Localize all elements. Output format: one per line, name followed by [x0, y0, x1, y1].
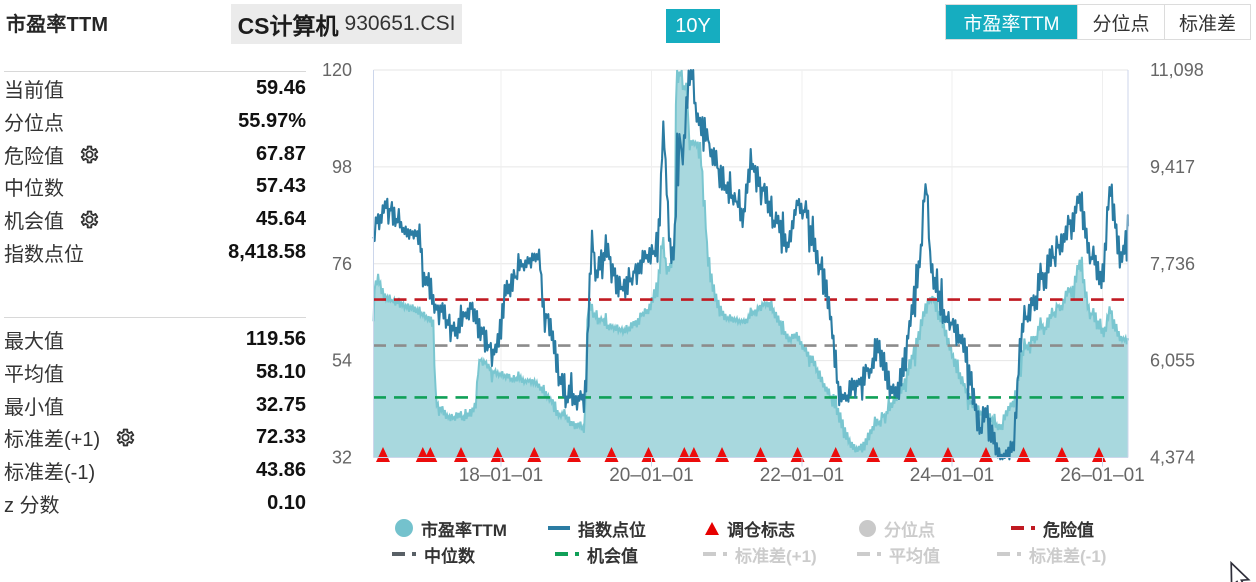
svg-text:32: 32 [332, 448, 352, 468]
svg-text:24–01–01: 24–01–01 [910, 465, 995, 486]
svg-text:4,374: 4,374 [1150, 448, 1195, 468]
svg-text:9,417: 9,417 [1150, 157, 1195, 177]
svg-text:76: 76 [332, 254, 352, 274]
svg-text:20–01–01: 20–01–01 [609, 465, 694, 486]
svg-text:7,736: 7,736 [1150, 254, 1195, 274]
svg-text:6,055: 6,055 [1150, 351, 1195, 371]
svg-text:22–01–01: 22–01–01 [760, 465, 845, 486]
svg-text:98: 98 [332, 157, 352, 177]
svg-text:26–01–01: 26–01–01 [1060, 465, 1145, 486]
svg-text:11,098: 11,098 [1150, 60, 1204, 80]
svg-text:18–01–01: 18–01–01 [459, 465, 544, 486]
svg-text:54: 54 [332, 351, 352, 371]
svg-text:120: 120 [322, 60, 352, 80]
